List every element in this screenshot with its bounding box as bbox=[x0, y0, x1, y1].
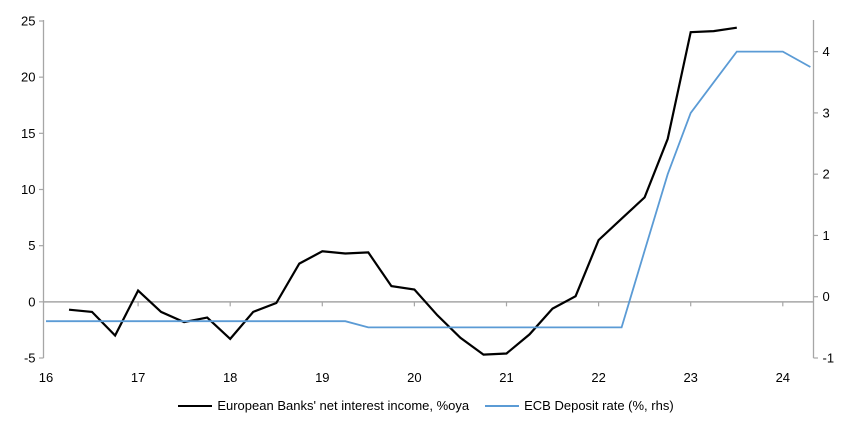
right-axis-tick-label: 2 bbox=[823, 167, 830, 182]
legend-label-ecb-deposit-rate: ECB Deposit rate (%, rhs) bbox=[524, 398, 674, 413]
legend-item-ecb-deposit-rate: ECB Deposit rate (%, rhs) bbox=[485, 398, 674, 413]
left-axis-tick-label: 15 bbox=[21, 126, 35, 141]
right-axis-tick-label: 4 bbox=[823, 44, 830, 59]
left-axis-tick-label: 25 bbox=[21, 14, 35, 29]
zero-gridline bbox=[43, 301, 814, 307]
left-axis-tick-label: 5 bbox=[28, 238, 35, 253]
net-interest-income-line bbox=[68, 26, 737, 356]
x-axis-tick-label: 18 bbox=[223, 370, 237, 385]
x-axis-tick-label: 23 bbox=[683, 370, 697, 385]
x-axis-tick-label: 22 bbox=[591, 370, 605, 385]
x-axis-tick-label: 21 bbox=[499, 370, 513, 385]
blue-line-swatch bbox=[485, 404, 520, 407]
left-axis-tick-label: 0 bbox=[28, 294, 35, 309]
x-axis-tick-label: 17 bbox=[131, 370, 145, 385]
right-axis-tick-label: 1 bbox=[823, 228, 830, 243]
black-line-swatch bbox=[178, 404, 213, 407]
left-axis-tick-label: -5 bbox=[24, 351, 36, 366]
x-axis-tick-label: 16 bbox=[39, 370, 53, 385]
ecb-deposit-rate-line bbox=[46, 50, 811, 329]
left-y-axis: 25 20 15 10 5 0 -5 bbox=[21, 14, 45, 366]
left-axis-tick-label: 10 bbox=[21, 182, 35, 197]
right-axis-tick-label: 3 bbox=[823, 105, 830, 120]
left-axis-tick-label: 20 bbox=[21, 70, 35, 85]
right-axis-tick-label: -1 bbox=[823, 351, 835, 366]
legend-item-net-interest-income: European Banks' net interest income, %oy… bbox=[178, 398, 469, 413]
legend-label-net-interest-income: European Banks' net interest income, %oy… bbox=[217, 398, 470, 413]
chart-legend: European Banks' net interest income, %oy… bbox=[0, 398, 852, 413]
x-axis-tick-label: 19 bbox=[315, 370, 329, 385]
right-axis-tick-label: 0 bbox=[823, 289, 830, 304]
x-axis-tick-label: 20 bbox=[407, 370, 421, 385]
x-axis-tick-label: 24 bbox=[776, 370, 790, 385]
x-axis-labels: 16 17 18 19 20 21 22 23 24 bbox=[39, 370, 790, 385]
right-y-axis: 4 3 2 1 0 -1 bbox=[812, 20, 835, 366]
